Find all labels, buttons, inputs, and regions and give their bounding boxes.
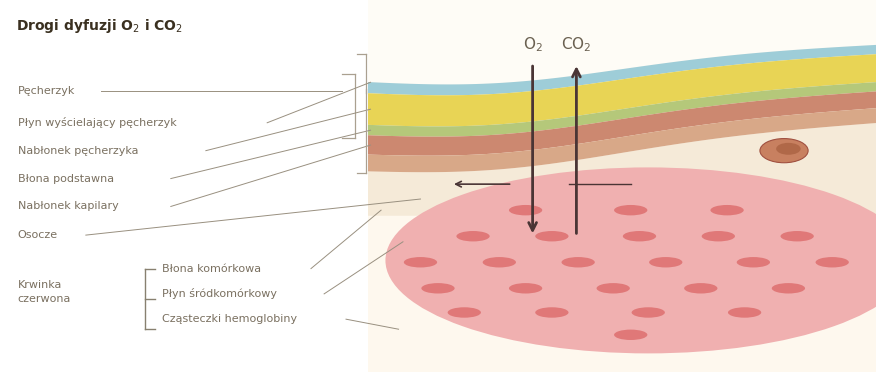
Ellipse shape [759,139,808,163]
Ellipse shape [710,205,744,215]
Polygon shape [368,54,876,126]
Ellipse shape [597,283,630,294]
Ellipse shape [535,307,569,318]
Ellipse shape [448,307,481,318]
Polygon shape [368,123,876,216]
Text: CO$_2$: CO$_2$ [562,35,591,54]
FancyBboxPatch shape [0,0,368,372]
Ellipse shape [776,143,801,155]
Text: Płyn wyścielający pęcherzyk: Płyn wyścielający pęcherzyk [18,117,176,128]
Text: Osocze: Osocze [18,230,58,240]
Text: Cząsteczki hemoglobiny: Cząsteczki hemoglobiny [162,314,297,324]
Polygon shape [368,0,876,372]
Text: Drogi dyfuzji O$_2$ i CO$_2$: Drogi dyfuzji O$_2$ i CO$_2$ [16,17,183,35]
Ellipse shape [404,257,437,267]
Ellipse shape [535,231,569,241]
Ellipse shape [781,231,814,241]
Ellipse shape [614,205,647,215]
Ellipse shape [614,330,647,340]
Ellipse shape [421,283,455,294]
Ellipse shape [483,257,516,267]
Ellipse shape [623,231,656,241]
Text: O$_2$: O$_2$ [523,35,542,54]
Ellipse shape [385,167,876,353]
Ellipse shape [684,283,717,294]
Ellipse shape [728,307,761,318]
Text: Nabłonek kapilary: Nabłonek kapilary [18,202,118,211]
Ellipse shape [456,231,490,241]
Polygon shape [368,0,876,84]
Text: Płyn śródkomórkowy: Płyn śródkomórkowy [162,288,277,299]
Polygon shape [368,92,876,155]
Text: Pęcherzyk: Pęcherzyk [18,86,74,96]
Ellipse shape [737,257,770,267]
Text: Błona podstawna: Błona podstawna [18,174,114,183]
Ellipse shape [632,307,665,318]
Polygon shape [368,108,876,172]
Text: Krwinka
czerwona: Krwinka czerwona [18,280,71,304]
Ellipse shape [562,257,595,267]
Ellipse shape [772,283,805,294]
Polygon shape [368,45,876,95]
Ellipse shape [816,257,849,267]
Ellipse shape [509,283,542,294]
Text: Błona komórkowa: Błona komórkowa [162,264,261,273]
Ellipse shape [509,205,542,215]
Text: Nabłonek pęcherzyka: Nabłonek pęcherzyka [18,146,138,155]
Polygon shape [368,82,876,137]
Ellipse shape [702,231,735,241]
Ellipse shape [649,257,682,267]
